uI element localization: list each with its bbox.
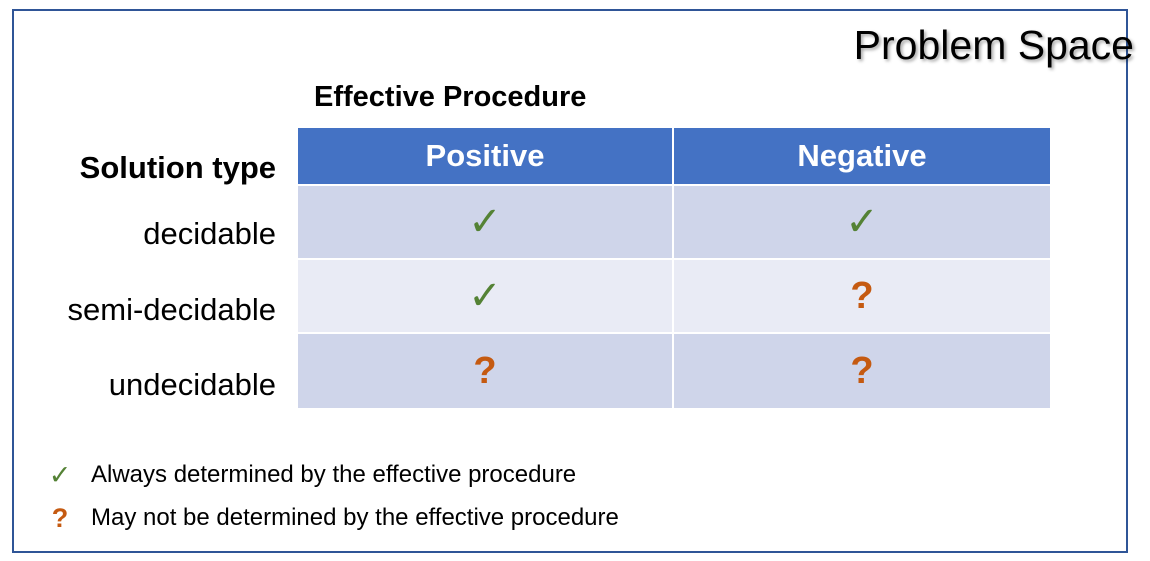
legend-item-may-not: ? May not be determined by the effective… <box>38 498 619 538</box>
column-header-negative: Negative <box>674 128 1050 184</box>
row-label-decidable: decidable <box>143 216 276 251</box>
column-header-positive: Positive <box>298 128 672 184</box>
cell-semi-decidable-positive: ✓ <box>298 260 672 332</box>
question-mark-icon: ? <box>51 502 69 533</box>
solution-type-header: Solution type <box>79 150 276 185</box>
checkmark-icon: ✓ <box>48 459 72 491</box>
cell-decidable-positive: ✓ <box>298 186 672 258</box>
legend-text-may-not: May not be determined by the effective p… <box>91 504 619 531</box>
cell-decidable-negative: ✓ <box>674 186 1050 258</box>
cell-undecidable-negative: ? <box>674 334 1050 408</box>
checkmark-icon: ✓ <box>845 199 879 245</box>
legend-item-always: ✓ Always determined by the effective pro… <box>38 455 576 495</box>
slide-title: Problem Space <box>853 22 1134 68</box>
cell-undecidable-positive: ? <box>298 334 672 408</box>
legend-text-always: Always determined by the effective proce… <box>91 461 577 488</box>
checkmark-icon: ✓ <box>468 273 502 319</box>
question-mark-icon: ? <box>850 274 874 317</box>
checkmark-icon: ✓ <box>468 199 502 245</box>
row-label-semi-decidable: semi-decidable <box>67 292 277 327</box>
cell-semi-decidable-negative: ? <box>674 260 1050 332</box>
question-mark-icon: ? <box>473 349 497 392</box>
effective-procedure-heading: Effective Procedure <box>314 81 587 113</box>
row-label-undecidable: undecidable <box>108 367 276 402</box>
question-mark-icon: ? <box>850 349 874 392</box>
